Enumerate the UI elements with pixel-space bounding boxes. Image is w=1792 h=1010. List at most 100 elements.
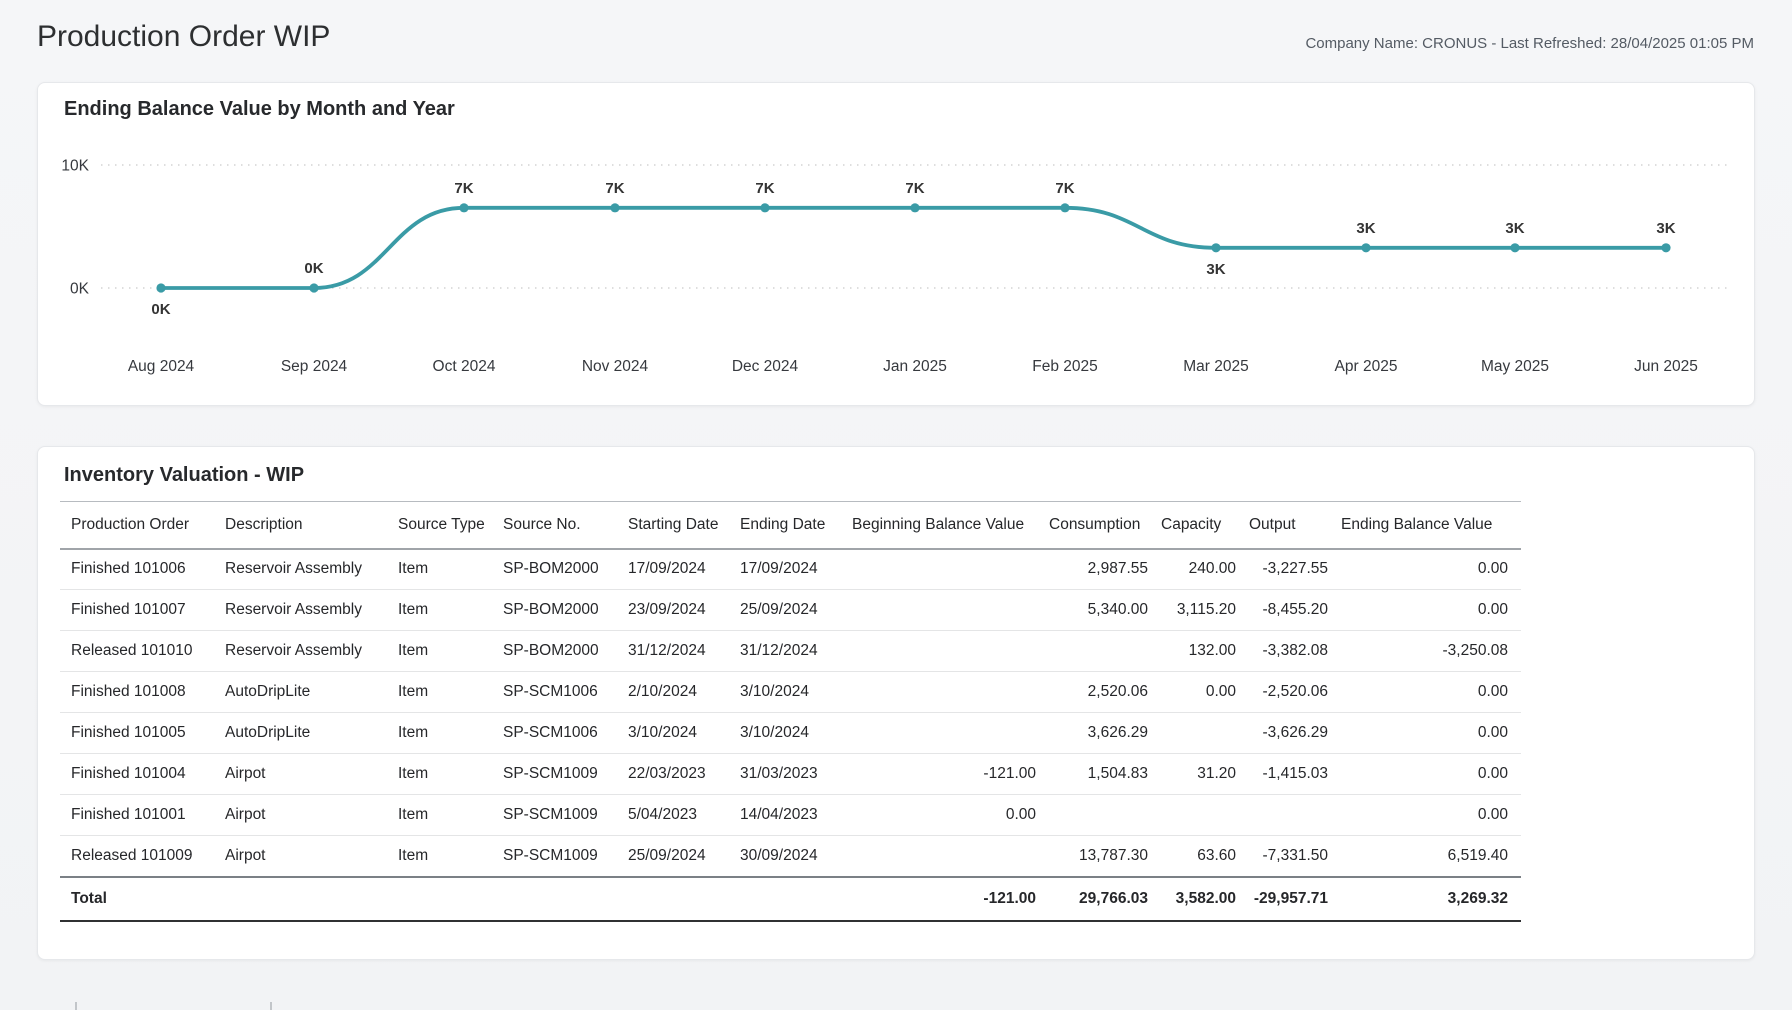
data-label: 3K bbox=[1356, 220, 1375, 237]
table-cell: 25/09/2024 bbox=[628, 846, 706, 864]
data-point[interactable] bbox=[1510, 243, 1520, 253]
data-point[interactable] bbox=[1060, 203, 1070, 213]
header-row: Production Order Description Source Type So… bbox=[60, 501, 1521, 549]
table-cell: 3/10/2024 bbox=[740, 724, 809, 741]
table-cell: 31/12/2024 bbox=[740, 642, 818, 659]
table-row[interactable]: Released 101010 Reservoir Assembly Item SP-… bbox=[60, 631, 1521, 672]
chart-card: Ending Balance Value by Month and Year 1… bbox=[37, 82, 1755, 406]
data-point[interactable] bbox=[309, 283, 319, 293]
column-header-ending-balance-value: Ending Balance Value bbox=[1341, 515, 1493, 533]
data-point[interactable] bbox=[760, 203, 770, 213]
y-axis-tick: 0K bbox=[70, 281, 90, 298]
table-row[interactable]: Finished 101001 Airpot Item SP-SCM1009 5/04/… bbox=[60, 795, 1521, 836]
table-cell: Airpot bbox=[225, 765, 266, 782]
data-point[interactable] bbox=[1661, 243, 1671, 253]
table-cell: 0.00 bbox=[1477, 560, 1508, 578]
table-cell: 0.00 bbox=[1477, 806, 1508, 823]
cutoff-element-mark bbox=[75, 1002, 77, 1010]
table-row[interactable]: Finished 101006 Reservoir Assembly Item SP-… bbox=[60, 549, 1521, 590]
table-cell: -3,626.29 bbox=[1262, 724, 1329, 741]
table-row[interactable]: Finished 101007 Reservoir Assembly Item SP-… bbox=[60, 590, 1521, 631]
chart-title: Ending Balance Value by Month and Year bbox=[64, 98, 455, 120]
total-value-cell bbox=[617, 877, 729, 921]
table-cell bbox=[841, 713, 1038, 754]
table-cell: 0.00 bbox=[1477, 601, 1508, 618]
table-cell: Released 101009 bbox=[71, 846, 193, 864]
page-title: Production Order WIP bbox=[37, 20, 331, 53]
table-cell: Item bbox=[398, 765, 429, 782]
total-value-cell bbox=[492, 877, 617, 921]
table-cell: Airpot bbox=[225, 846, 266, 864]
table-cell: Item bbox=[398, 560, 429, 578]
table-cell: 5,340.00 bbox=[1087, 601, 1148, 618]
table-cell: Reservoir Assembly bbox=[225, 642, 362, 659]
table-row[interactable]: Finished 101005 AutoDripLite Item SP-SCM100… bbox=[60, 713, 1521, 754]
table-cell: 22/03/2023 bbox=[628, 765, 706, 782]
data-point[interactable] bbox=[1211, 243, 1221, 253]
table-cell: -2,520.06 bbox=[1262, 683, 1329, 700]
table-cell: SP-SCM1009 bbox=[503, 765, 598, 782]
table-cell: SP-SCM1006 bbox=[503, 724, 598, 741]
x-axis-tick: Apr 2025 bbox=[1335, 358, 1398, 375]
total-value-cell: 3,269.32 bbox=[1447, 889, 1508, 907]
table-cell: 17/09/2024 bbox=[628, 560, 706, 578]
table-cell: Finished 101006 bbox=[71, 560, 186, 578]
table-cell: -7,331.50 bbox=[1262, 846, 1329, 864]
column-header-starting-date: Starting Date bbox=[628, 515, 719, 533]
data-label: 7K bbox=[755, 180, 774, 197]
table-cell bbox=[841, 631, 1038, 672]
table-row[interactable]: Finished 101004 Airpot Item SP-SCM1009 22/03… bbox=[60, 754, 1521, 795]
table-cell: 0.00 bbox=[1477, 724, 1508, 741]
table-cell: AutoDripLite bbox=[225, 724, 311, 741]
data-point[interactable] bbox=[156, 283, 166, 293]
x-axis-tick: Aug 2024 bbox=[128, 358, 195, 375]
table-cell: 3,115.20 bbox=[1176, 601, 1236, 618]
x-axis-tick: Nov 2024 bbox=[582, 358, 649, 375]
column-header-ending-date: Ending Date bbox=[740, 515, 826, 533]
table-cell: -3,250.08 bbox=[1442, 642, 1509, 659]
table-cell: Item bbox=[398, 724, 429, 741]
total-value-cell: -29,957.71 bbox=[1253, 889, 1328, 907]
table-cell: 0.00 bbox=[1477, 765, 1508, 782]
table-cell: Released 101010 bbox=[71, 642, 193, 659]
x-axis-tick: Oct 2024 bbox=[433, 358, 496, 375]
table-cell: 132.00 bbox=[1188, 642, 1236, 659]
table-cell: Finished 101008 bbox=[71, 683, 186, 700]
data-point[interactable] bbox=[1361, 243, 1371, 253]
table-cell: 1,504.83 bbox=[1087, 765, 1148, 782]
series-line bbox=[159, 205, 1668, 290]
table-cell bbox=[1238, 795, 1330, 836]
column-header-description: Description bbox=[225, 515, 303, 533]
data-label: 7K bbox=[605, 180, 624, 197]
table-cell bbox=[841, 836, 1038, 877]
column-header-source-no: Source No. bbox=[503, 515, 581, 533]
data-label: 7K bbox=[905, 180, 924, 197]
data-point[interactable] bbox=[610, 203, 620, 213]
total-row: Total -121.00 29,766.03 3,582.00 -29,957.71 3… bbox=[60, 876, 1521, 921]
total-value-cell: 3,582.00 bbox=[1175, 889, 1236, 907]
table-cell: Item bbox=[398, 683, 429, 700]
table-cell: 2,987.55 bbox=[1087, 560, 1148, 578]
table-cell: 0.00 bbox=[1477, 683, 1508, 700]
line-chart[interactable]: 10K 0K 0K Aug 2024 0K Sep 2024 7K Oct 2024 7K Nov… bbox=[38, 83, 1754, 405]
x-axis-tick: Sep 2024 bbox=[281, 358, 348, 375]
cutoff-element-mark bbox=[270, 1002, 272, 1010]
data-label: 3K bbox=[1656, 220, 1675, 237]
table-cell: 6,519.40 bbox=[1447, 846, 1508, 864]
x-axis-tick: May 2025 bbox=[1481, 358, 1549, 375]
table-cell: SP-BOM2000 bbox=[503, 642, 599, 659]
total-value-cell bbox=[729, 877, 841, 921]
column-header-beginning-balance-value: Beginning Balance Value bbox=[852, 515, 1025, 533]
table-row[interactable]: Released 101009 Airpot Item SP-SCM1009 25/09… bbox=[60, 836, 1521, 877]
table-cell: Reservoir Assembly bbox=[225, 560, 362, 578]
total-value-cell: 29,766.03 bbox=[1079, 889, 1148, 907]
company-info: Company Name: CRONUS - Last Refreshed: 2… bbox=[1305, 35, 1754, 52]
data-point[interactable] bbox=[910, 203, 920, 213]
data-point[interactable] bbox=[459, 203, 469, 213]
table-cell: 30/09/2024 bbox=[740, 846, 818, 864]
table-cell: Item bbox=[398, 846, 429, 864]
table-row[interactable]: Finished 101008 AutoDripLite Item SP-SCM100… bbox=[60, 672, 1521, 713]
table-cell: 23/09/2024 bbox=[628, 601, 706, 618]
table-cell: 5/04/2023 bbox=[628, 806, 697, 823]
table-cell: Airpot bbox=[225, 806, 266, 823]
